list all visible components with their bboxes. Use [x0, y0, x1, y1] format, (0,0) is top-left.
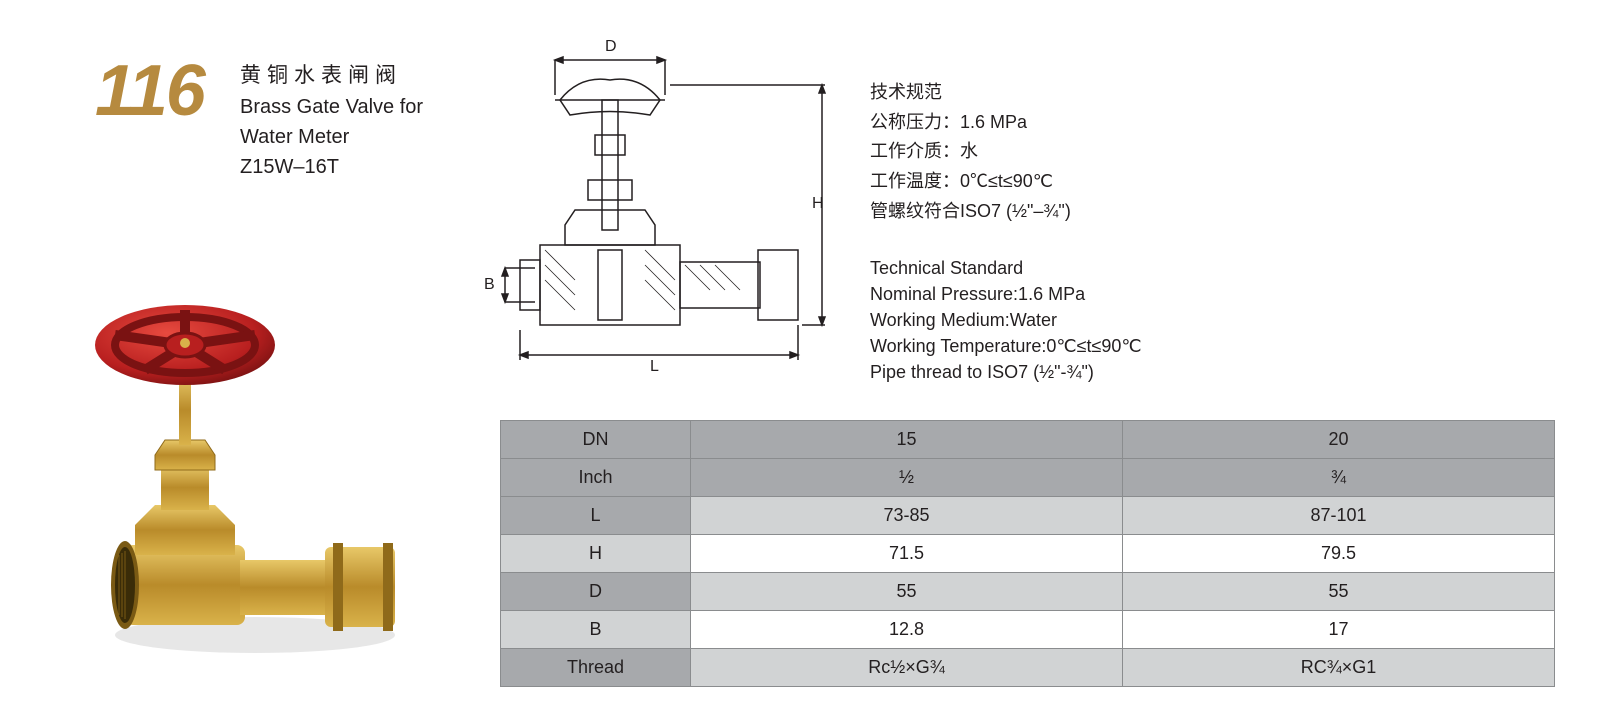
- table-cell: 15: [691, 421, 1123, 459]
- table-cell: ¾: [1123, 459, 1555, 497]
- table-header-cell: L: [501, 497, 691, 535]
- table-row: D5555: [501, 573, 1555, 611]
- table-cell: Rc½×G¾: [691, 649, 1123, 687]
- handwheel-icon: [95, 305, 275, 385]
- dim-label-l: L: [650, 358, 659, 376]
- table-header-cell: B: [501, 611, 691, 649]
- model-code: Z15W–16T: [240, 152, 423, 182]
- table-cell: 73-85: [691, 497, 1123, 535]
- specs-en-pressure: Nominal Pressure:1.6 MPa: [870, 281, 1142, 307]
- table-row: L73-8587-101: [501, 497, 1555, 535]
- table-cell: 20: [1123, 421, 1555, 459]
- specs-cn-temperature: 工作温度：0℃≤t≤90℃: [870, 167, 1071, 197]
- specs-cn: 技术规范 公称压力：1.6 MPa 工作介质：水 工作温度：0℃≤t≤90℃ 管…: [870, 78, 1071, 226]
- dim-label-d: D: [605, 38, 617, 56]
- table-cell: 12.8: [691, 611, 1123, 649]
- specs-cn-medium: 工作介质：水: [870, 137, 1071, 167]
- table-row: H71.579.5: [501, 535, 1555, 573]
- table-header-cell: D: [501, 573, 691, 611]
- table-row: ThreadRc½×G¾RC¾×G1: [501, 649, 1555, 687]
- specs-en-thread: Pipe thread to ISO7 (½"-¾"): [870, 359, 1142, 385]
- table-cell: RC¾×G1: [1123, 649, 1555, 687]
- dim-label-b: B: [484, 276, 495, 294]
- table-cell: 17: [1123, 611, 1555, 649]
- dim-label-h: H: [812, 195, 824, 213]
- specs-en-heading: Technical Standard: [870, 255, 1142, 281]
- spec-table: DN1520Inch½¾L73-8587-101H71.579.5D5555B1…: [500, 420, 1555, 687]
- specs-en-temperature: Working Temperature:0℃≤t≤90℃: [870, 333, 1142, 359]
- table-header-cell: Inch: [501, 459, 691, 497]
- specs-cn-thread: 管螺纹符合ISO7 (½"–¾"): [870, 197, 1071, 227]
- engineering-diagram: D H B L: [480, 40, 830, 380]
- table-row: DN1520: [501, 421, 1555, 459]
- table-cell: 55: [691, 573, 1123, 611]
- specs-cn-pressure: 公称压力：1.6 MPa: [870, 108, 1071, 138]
- table-cell: 87-101: [1123, 497, 1555, 535]
- title-en-line2: Water Meter: [240, 122, 423, 152]
- table-header-cell: DN: [501, 421, 691, 459]
- table-row: Inch½¾: [501, 459, 1555, 497]
- title-cn: 黄铜水表闸阀: [240, 60, 423, 92]
- table-header-cell: Thread: [501, 649, 691, 687]
- table-row: B12.817: [501, 611, 1555, 649]
- title-en-line1: Brass Gate Valve for: [240, 92, 423, 122]
- specs-en: Technical Standard Nominal Pressure:1.6 …: [870, 255, 1142, 385]
- product-photo: [85, 255, 425, 655]
- specs-cn-heading: 技术规范: [870, 78, 1071, 108]
- table-cell: 71.5: [691, 535, 1123, 573]
- title-block: 黄铜水表闸阀 Brass Gate Valve for Water Meter …: [240, 60, 423, 182]
- table-cell: 79.5: [1123, 535, 1555, 573]
- specs-en-medium: Working Medium:Water: [870, 307, 1142, 333]
- table-header-cell: H: [501, 535, 691, 573]
- table-cell: 55: [1123, 573, 1555, 611]
- table-cell: ½: [691, 459, 1123, 497]
- page-number: 116: [95, 50, 204, 132]
